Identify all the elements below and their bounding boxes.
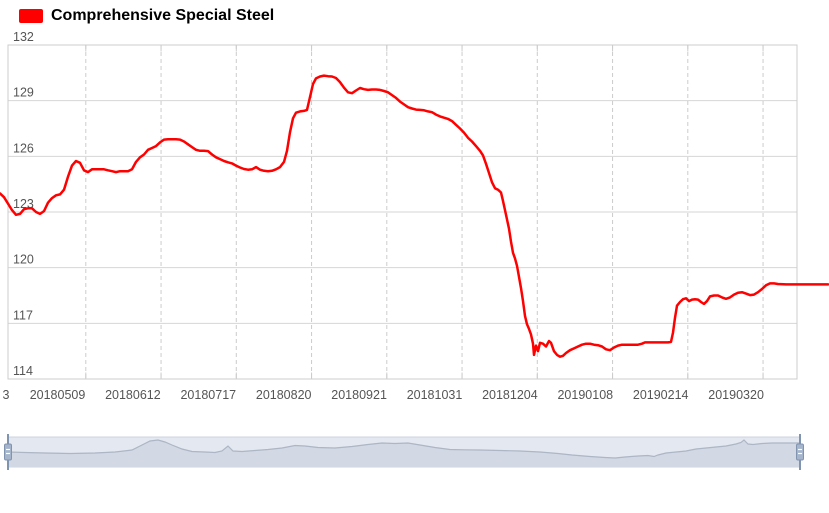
x-axis-label: 20190108 [557, 388, 613, 402]
y-axis-label: 132 [13, 30, 34, 44]
y-axis-label: 129 [13, 86, 34, 100]
grid [8, 45, 797, 379]
datazoom-right-handle[interactable] [796, 434, 804, 470]
y-axis-label: 114 [13, 364, 33, 378]
datazoom-slider[interactable] [4, 434, 804, 470]
y-axis-label: 117 [13, 308, 33, 322]
price-line [0, 74, 829, 358]
x-axis-label: 20180820 [256, 388, 312, 402]
datazoom-left-handle[interactable] [4, 434, 12, 470]
handle-grip[interactable] [796, 443, 804, 461]
legend-swatch [19, 9, 43, 23]
handle-grip[interactable] [4, 443, 12, 461]
x-axis-label: 20190214 [633, 388, 689, 402]
x-axis-label: 20190320 [708, 388, 764, 402]
x-axis-label: 20180717 [180, 388, 236, 402]
datazoom-data-line [7, 439, 800, 459]
legend-label: Comprehensive Special Steel [51, 7, 275, 24]
y-axis-label: 120 [13, 253, 34, 267]
plot-border [7, 44, 798, 380]
legend-item[interactable]: Comprehensive Special Steel [19, 6, 274, 26]
datazoom-data-shadow [8, 440, 800, 467]
y-axis-label: 126 [13, 141, 34, 155]
x-axis-label: 20180921 [331, 388, 387, 402]
x-axis-label: 20181204 [482, 388, 538, 402]
x-axis-label: 20181031 [407, 388, 463, 402]
x-axis-label: 3 [3, 388, 10, 402]
x-axis-label: 20180612 [105, 388, 161, 402]
x-axis-label: 20180509 [30, 388, 86, 402]
